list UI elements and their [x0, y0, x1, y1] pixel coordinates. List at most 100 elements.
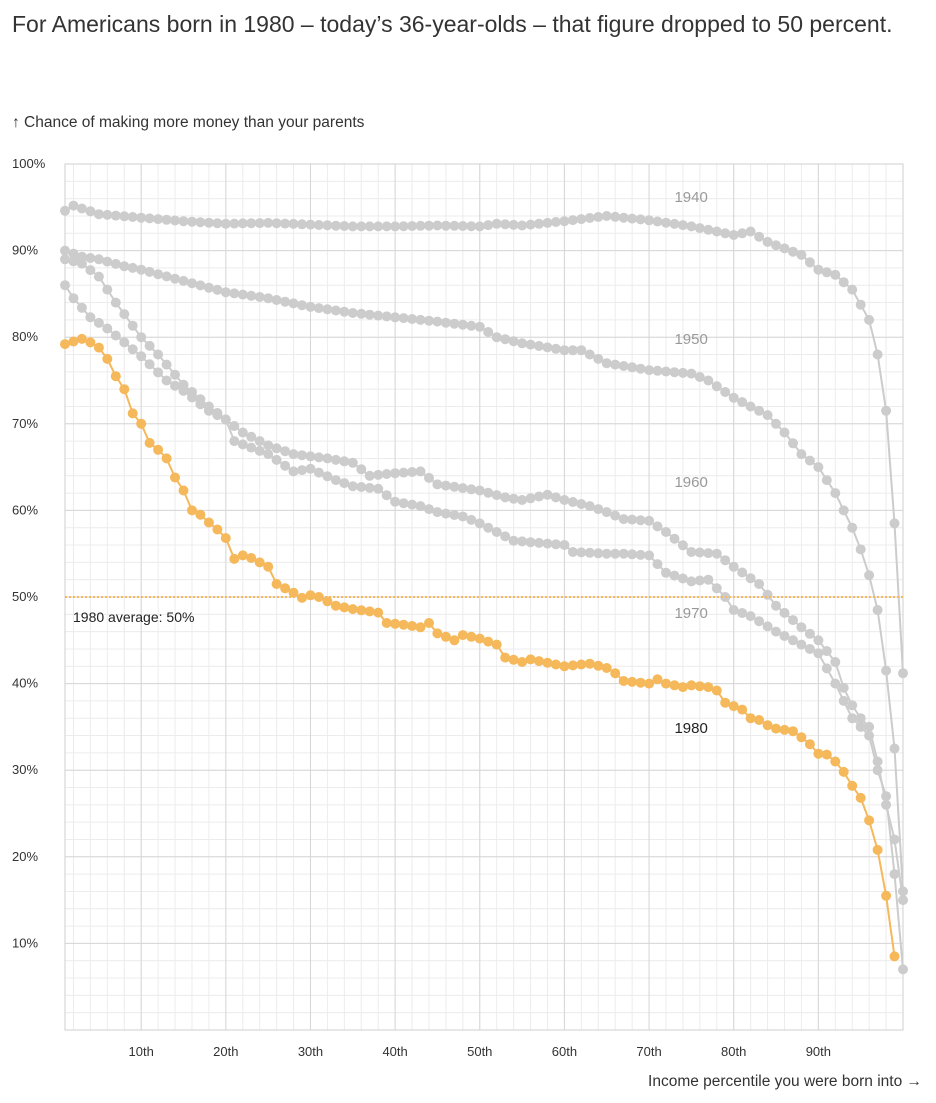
- data-point-1960: [830, 657, 841, 667]
- y-tick-label: 40%: [12, 676, 38, 691]
- data-point-1980: [153, 444, 164, 455]
- series-label-1970: 1970: [674, 605, 707, 622]
- data-point-1970: [474, 518, 485, 529]
- data-point-1950: [703, 375, 714, 386]
- y-tick-labels: 10% 20% 30% 40% 50% 60% 70% 80% 90% 100%: [12, 156, 46, 950]
- data-point-1960: [229, 421, 240, 431]
- y-tick-label: 50%: [12, 589, 38, 604]
- data-point-1980: [745, 713, 756, 724]
- data-point-1980: [567, 660, 578, 671]
- data-point-1980: [339, 602, 350, 613]
- data-point-1960: [339, 456, 350, 467]
- data-point-1970: [288, 466, 299, 477]
- y-tick-label: 60%: [12, 502, 38, 517]
- data-point-1980: [534, 656, 544, 667]
- data-point-1940: [390, 221, 401, 232]
- data-point-1970: [500, 531, 511, 542]
- data-point-1950: [788, 438, 798, 449]
- data-point-1940: [195, 217, 206, 228]
- data-point-1940: [483, 220, 494, 231]
- data-point-1970: [313, 467, 324, 478]
- data-point-1970: [102, 284, 113, 295]
- data-point-1980: [635, 677, 646, 688]
- data-point-1970: [779, 631, 790, 641]
- data-point-1960: [542, 489, 553, 500]
- data-point-1950: [449, 318, 460, 329]
- data-point-1950: [407, 314, 418, 324]
- data-point-1970: [796, 639, 807, 650]
- data-point-1940: [830, 269, 841, 280]
- data-point-1950: [745, 401, 756, 412]
- data-point-1970: [381, 490, 392, 501]
- data-point-1980: [525, 654, 536, 665]
- data-point-1970: [466, 514, 477, 525]
- data-point-1950: [373, 310, 384, 321]
- data-point-1960: [407, 467, 418, 477]
- data-point-1960: [771, 600, 781, 611]
- data-point-1940: [330, 220, 341, 231]
- data-point-1970: [534, 537, 544, 548]
- data-point-1940: [838, 277, 849, 288]
- data-point-1970: [305, 463, 316, 474]
- data-point-1980: [466, 631, 477, 642]
- data-point-1980: [102, 353, 113, 364]
- series-label-1950: 1950: [674, 331, 707, 348]
- data-point-1950: [153, 269, 164, 280]
- data-point-1950: [330, 305, 341, 316]
- data-point-1980: [424, 618, 434, 628]
- data-point-1960: [694, 547, 705, 558]
- data-point-1960: [474, 485, 485, 496]
- data-point-1940: [440, 220, 451, 231]
- data-point-1980: [136, 418, 147, 429]
- data-point-1940: [525, 219, 536, 230]
- data-point-1970: [407, 499, 418, 510]
- data-point-1960: [136, 351, 147, 362]
- data-point-1970: [567, 547, 578, 557]
- data-point-1970: [297, 465, 307, 476]
- data-point-1970: [263, 449, 274, 460]
- data-point-1940: [153, 214, 164, 225]
- data-point-1950: [804, 455, 815, 466]
- data-point-1950: [686, 368, 697, 379]
- data-point-1960: [864, 721, 875, 732]
- data-point-1950: [271, 295, 282, 305]
- data-point-1940: [491, 218, 502, 229]
- data-point-1950: [170, 273, 180, 284]
- data-point-1950: [288, 298, 299, 309]
- data-point-1940: [322, 220, 333, 231]
- data-point-1940: [720, 228, 731, 239]
- data-point-1960: [93, 317, 104, 328]
- data-point-1980: [813, 748, 824, 759]
- data-point-1970: [178, 379, 189, 390]
- data-point-1980: [178, 485, 189, 496]
- data-point-1960: [119, 337, 130, 348]
- data-point-1950: [813, 462, 824, 473]
- data-point-1940: [415, 220, 426, 231]
- data-point-1950: [364, 309, 375, 320]
- data-point-1980: [889, 951, 900, 962]
- data-point-1980: [161, 453, 172, 464]
- data-point-1950: [161, 271, 172, 282]
- data-point-1960: [804, 628, 815, 639]
- data-point-1950: [466, 320, 477, 331]
- data-point-1950: [737, 397, 748, 408]
- data-point-1940: [93, 209, 104, 220]
- data-point-1980: [652, 674, 663, 685]
- data-point-1940: [881, 405, 892, 416]
- x-tick-label: 80th: [721, 1044, 746, 1059]
- data-point-1960: [127, 344, 138, 355]
- data-point-1970: [838, 695, 849, 706]
- data-point-1950: [796, 449, 807, 460]
- data-point-1940: [220, 218, 231, 229]
- data-point-1980: [728, 701, 739, 712]
- data-point-1960: [449, 481, 460, 492]
- data-point-1950: [635, 363, 646, 374]
- data-point-1970: [881, 791, 892, 802]
- data-point-1940: [627, 213, 638, 224]
- data-point-1980: [398, 619, 409, 630]
- data-point-1980: [76, 333, 87, 344]
- series-labels: 1940 1950 1960 1970 1980: [674, 189, 707, 737]
- data-point-1970: [330, 475, 341, 486]
- data-point-1960: [85, 312, 96, 323]
- data-point-1950: [720, 387, 731, 397]
